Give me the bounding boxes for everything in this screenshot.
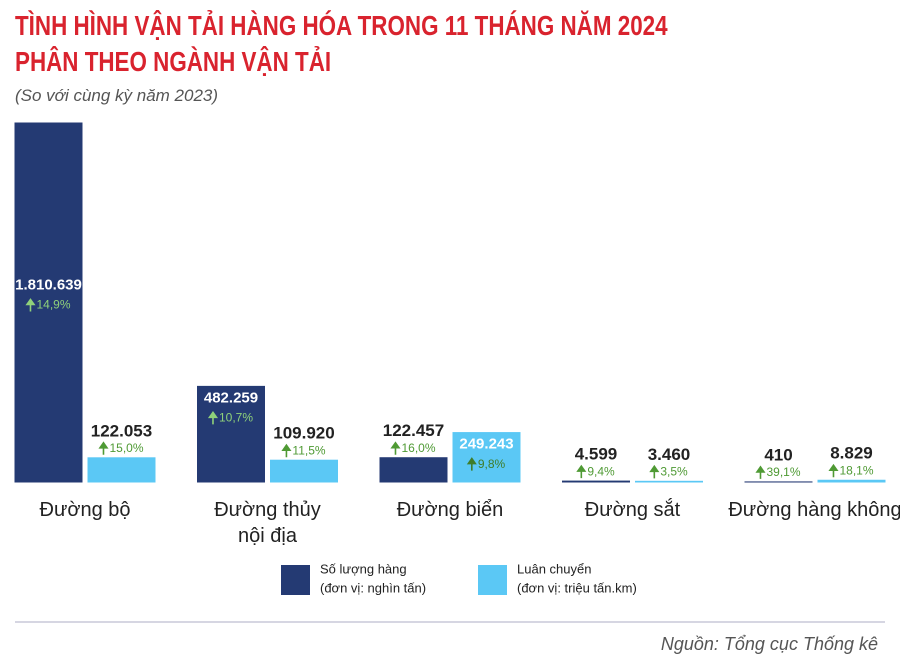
bar: [817, 479, 886, 483]
growth-label: 9,4%: [587, 464, 615, 478]
bar: [452, 432, 521, 483]
legend-swatch: [478, 565, 507, 595]
value-label: 8.829: [830, 444, 873, 463]
growth-label: 16,0%: [401, 441, 435, 455]
bar: [14, 122, 83, 483]
growth-label: 11,5%: [292, 443, 325, 457]
bar: [197, 385, 265, 483]
value-label: 1.810.639: [15, 276, 82, 293]
value-label: 122.457: [383, 421, 444, 440]
growth-arrow: [98, 441, 109, 455]
growth-arrow: [828, 463, 839, 478]
bar: [87, 457, 156, 483]
growth-label: 18,1%: [839, 463, 873, 477]
bar: [270, 459, 338, 483]
growth-arrow: [576, 464, 587, 479]
legend-unit: (đơn vị: triệu tấn.km): [517, 580, 637, 595]
growth-label: 15,0%: [109, 441, 143, 455]
growth-label: 39,1%: [766, 465, 800, 479]
growth-label: 9,8%: [478, 457, 506, 471]
legend-label: Số lượng hàng: [320, 561, 407, 576]
growth-arrow: [755, 465, 766, 479]
growth-arrow: [390, 441, 401, 455]
value-label: 410: [764, 445, 792, 464]
x-tick-label: Đường biển: [396, 499, 504, 521]
growth-arrow: [207, 410, 219, 425]
value-label: 109.920: [273, 424, 334, 443]
value-label: 482.259: [204, 389, 258, 406]
bar: [562, 480, 630, 483]
x-tick-label: Đường bộ: [39, 499, 131, 521]
growth-label: 3,5%: [660, 464, 688, 478]
chart-subtitle: (So với cùng kỳ năm 2023): [15, 86, 219, 105]
legend-unit: (đơn vị: nghìn tấn): [320, 580, 426, 595]
bar: [379, 457, 448, 483]
chart-title: TÌNH HÌNH VẬN TẢI HÀNG HÓA TRONG 11 THÁN…: [15, 10, 668, 77]
x-tick-label: Đường hàng không: [728, 499, 900, 521]
growth-arrow: [466, 457, 477, 471]
value-label: 3.460: [648, 445, 691, 464]
growth-label: 14,9%: [36, 298, 70, 312]
x-tick-label: Đường thủy nội địa: [214, 499, 321, 547]
legend-label: Luân chuyển: [517, 561, 591, 576]
x-tick-label: Đường sắt: [584, 499, 681, 521]
value-label: 122.053: [91, 421, 152, 440]
legend-swatch: [281, 565, 310, 595]
value-label: 4.599: [575, 445, 618, 464]
value-label: 249.243: [459, 436, 513, 453]
growth-arrow: [281, 443, 292, 458]
source-note: Nguồn: Tổng cục Thống kê: [660, 634, 878, 654]
growth-label: 10,7%: [219, 411, 253, 425]
growth-arrow: [649, 464, 660, 479]
growth-arrow: [25, 298, 36, 312]
bar: [635, 480, 703, 483]
